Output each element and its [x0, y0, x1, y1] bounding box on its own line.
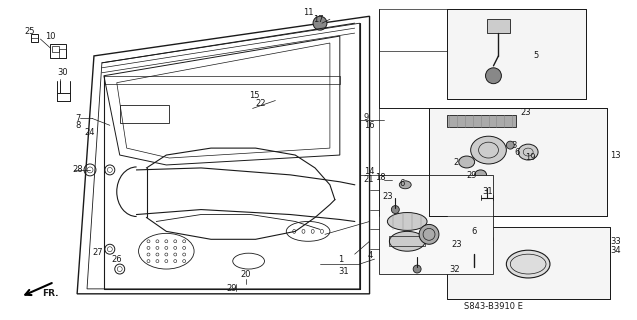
Text: 10: 10: [45, 32, 56, 41]
Ellipse shape: [506, 141, 514, 149]
Text: 17: 17: [313, 15, 324, 24]
Text: 19: 19: [525, 153, 536, 162]
Text: 18: 18: [375, 173, 386, 182]
Text: 15: 15: [248, 91, 259, 100]
Bar: [50, 44, 66, 58]
Text: 1: 1: [338, 255, 343, 264]
Text: 6: 6: [471, 227, 477, 236]
Bar: [380, 175, 494, 274]
Ellipse shape: [399, 181, 412, 189]
Text: 7: 7: [75, 114, 80, 123]
Text: 22: 22: [255, 99, 266, 108]
Text: 20: 20: [241, 269, 251, 278]
Text: 29: 29: [227, 284, 238, 293]
Bar: [487, 19, 510, 33]
Text: 6: 6: [514, 148, 520, 156]
Text: 23: 23: [382, 192, 393, 201]
Bar: [447, 116, 516, 127]
Text: 11: 11: [303, 8, 313, 17]
Text: 5: 5: [533, 52, 538, 60]
Bar: [447, 228, 610, 299]
Ellipse shape: [387, 212, 427, 230]
Bar: [389, 236, 425, 246]
Ellipse shape: [475, 170, 487, 180]
Text: 23: 23: [520, 108, 531, 117]
Text: 21: 21: [364, 175, 374, 184]
Ellipse shape: [389, 231, 425, 251]
Bar: [469, 251, 478, 256]
Text: 6: 6: [399, 179, 404, 188]
Text: 34: 34: [610, 246, 621, 255]
Text: 26: 26: [112, 255, 122, 264]
Bar: [120, 106, 169, 123]
Ellipse shape: [313, 16, 327, 30]
Ellipse shape: [519, 144, 538, 160]
Text: 13: 13: [610, 150, 621, 160]
Ellipse shape: [480, 234, 494, 244]
Text: 25: 25: [25, 27, 35, 36]
Ellipse shape: [413, 265, 421, 273]
Bar: [52, 46, 59, 52]
Bar: [447, 9, 585, 99]
Text: 2: 2: [454, 158, 459, 167]
Bar: [104, 76, 340, 84]
Text: 30: 30: [57, 68, 68, 77]
Bar: [31, 34, 38, 42]
Text: 8: 8: [75, 121, 80, 130]
Text: S843-B3910 E: S843-B3910 E: [464, 302, 522, 311]
Text: 23: 23: [452, 240, 462, 249]
Ellipse shape: [419, 224, 439, 244]
Text: 24: 24: [84, 128, 94, 137]
Ellipse shape: [506, 250, 550, 278]
Text: 27: 27: [92, 248, 103, 257]
Text: 14: 14: [364, 167, 374, 176]
Ellipse shape: [391, 206, 399, 213]
Text: 28: 28: [72, 165, 83, 174]
Bar: [59, 49, 66, 58]
Ellipse shape: [471, 136, 506, 164]
Bar: [429, 108, 608, 215]
Ellipse shape: [459, 156, 475, 168]
Text: 4: 4: [368, 251, 373, 260]
Text: FR.: FR.: [43, 289, 59, 298]
Ellipse shape: [485, 68, 501, 84]
Text: 29: 29: [467, 172, 477, 180]
Text: 31: 31: [483, 187, 493, 196]
Text: 9: 9: [364, 113, 369, 122]
Text: 33: 33: [610, 237, 621, 246]
Text: 32: 32: [449, 265, 459, 274]
Text: 31: 31: [338, 267, 348, 276]
Text: 16: 16: [364, 121, 374, 130]
Ellipse shape: [469, 265, 478, 273]
Text: 3: 3: [512, 140, 517, 150]
